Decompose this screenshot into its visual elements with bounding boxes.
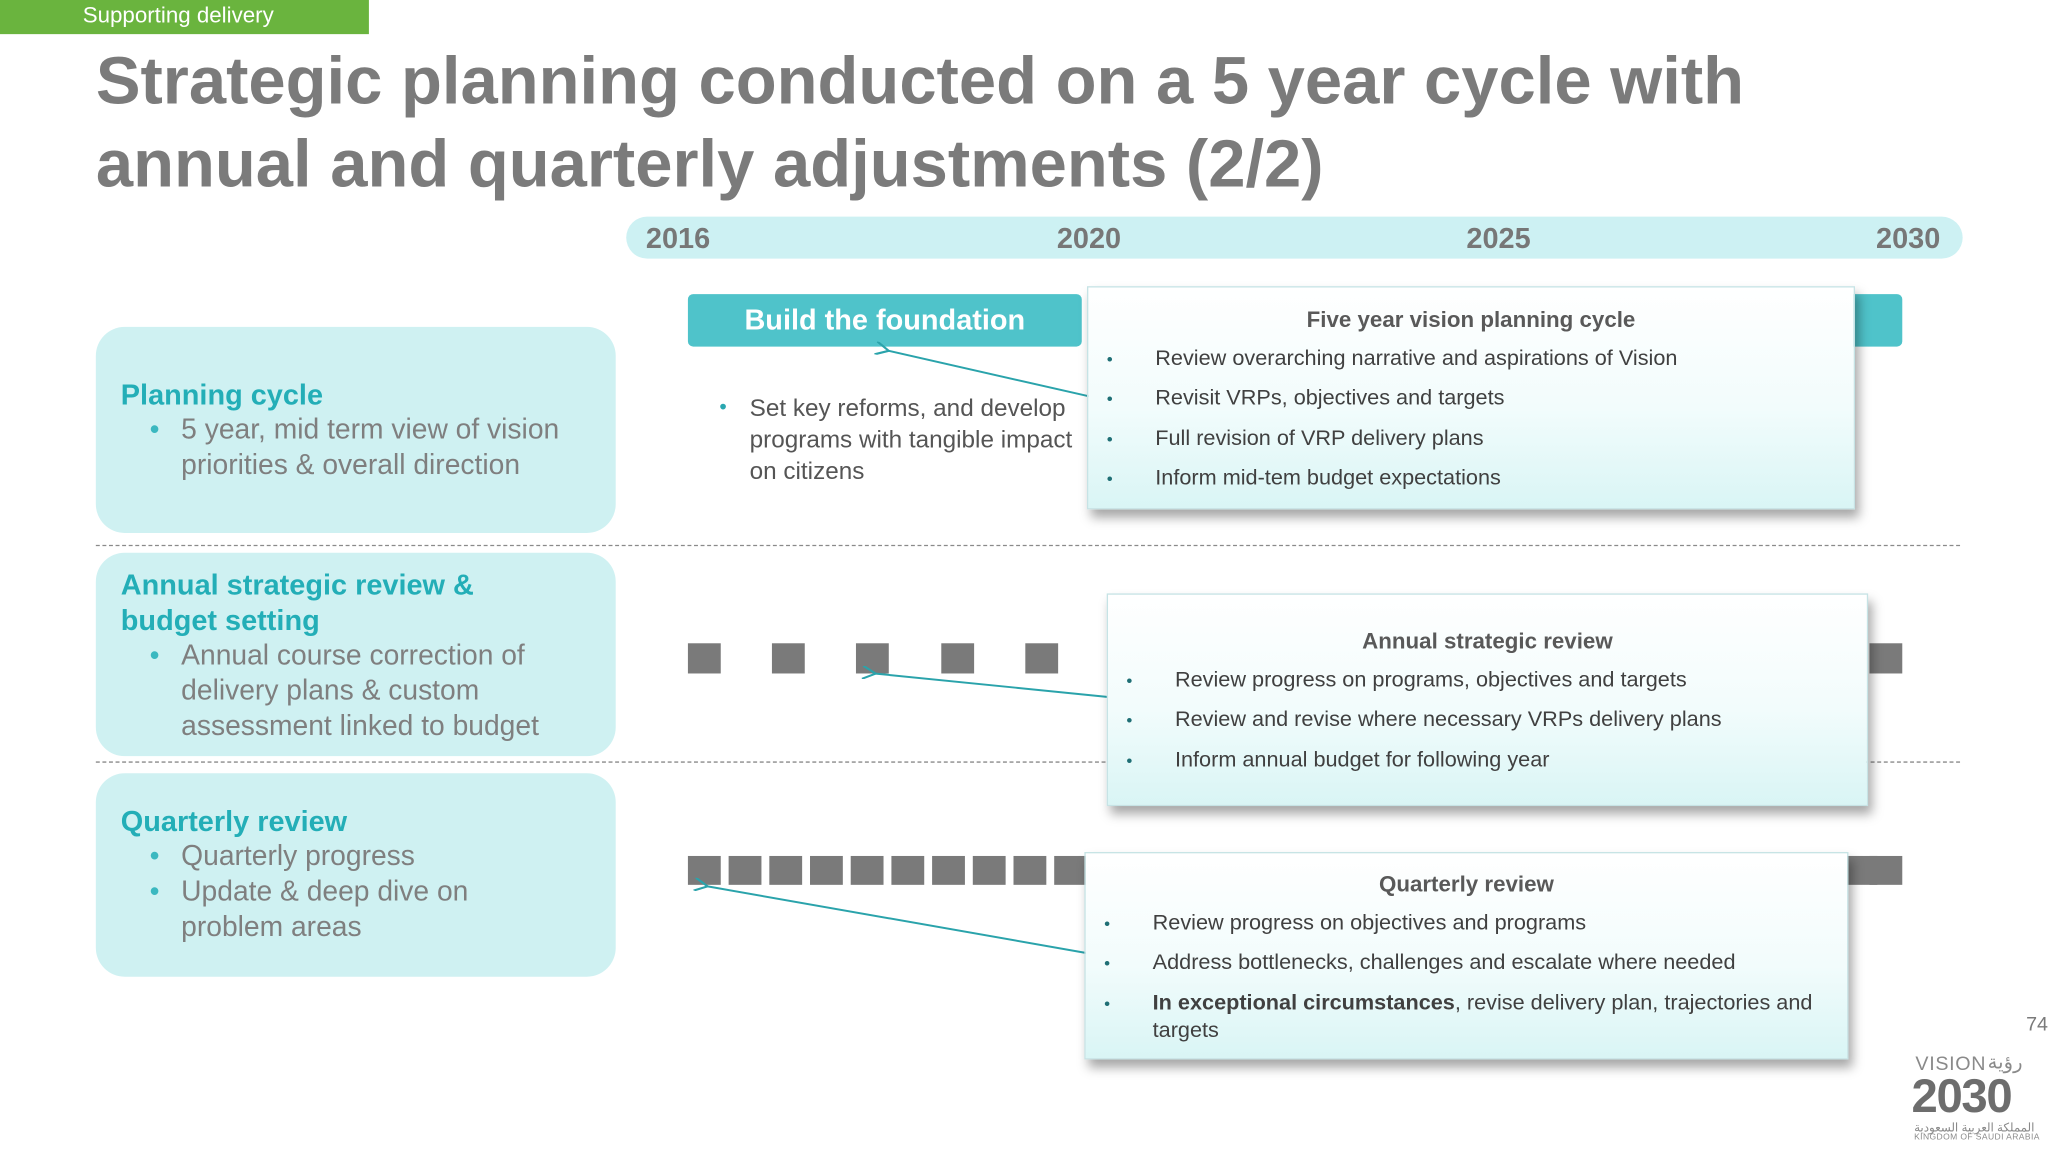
list-item: Full revision of VRP delivery plans <box>1107 425 1842 453</box>
list-item: Update & deep dive on problem areas <box>121 874 554 945</box>
quarterly-arrow <box>706 886 1088 955</box>
year-2030: 2030 <box>1876 221 1941 255</box>
quarterly-marker <box>1054 855 1088 885</box>
quarterly-marker <box>1013 855 1047 885</box>
annual-marker <box>1025 643 1059 674</box>
annual-marker <box>771 643 805 674</box>
year-2016: 2016 <box>645 221 711 255</box>
divider-1 <box>95 544 1961 547</box>
section-tag: Supporting delivery <box>0 0 369 35</box>
annual-review-box: Annual strategic review & budget setting… <box>95 552 616 757</box>
quarterly-marker <box>932 855 965 885</box>
quarterly-marker <box>810 855 843 885</box>
timeline-bar <box>626 216 1963 259</box>
planning-cycle-box: Planning cycle 5 year, mid term view of … <box>95 326 616 534</box>
quarterly-marker <box>891 855 925 885</box>
list-item: Inform annual budget for following year <box>1126 746 1855 774</box>
annual-review-bullets: Annual course correction of delivery pla… <box>121 638 580 744</box>
five-year-arrow <box>887 351 1090 398</box>
list-item: 5 year, mid term view of vision prioriti… <box>121 412 616 483</box>
five-year-card-bullets: Review overarching narrative and aspirat… <box>1107 345 1842 504</box>
build-foundation-bar: Build the foundation <box>687 294 1082 347</box>
annual-marker <box>687 643 721 674</box>
quarterly-review-bullets: Quarterly progress Update & deep dive on… <box>121 839 554 945</box>
quarterly-review-box: Quarterly review Quarterly progress Upda… <box>95 773 616 977</box>
list-item: Address bottlenecks, challenges and esca… <box>1104 950 1833 978</box>
bullet-rest: , revise delivery plan, trajectories and… <box>1152 990 1813 1042</box>
quarterly-card-bullets: Review progress on objectives and progra… <box>1104 910 1833 1057</box>
foundation-bullets: Set key reforms, and develop programs wi… <box>719 393 1073 488</box>
quarterly-marker <box>850 855 884 885</box>
quarterly-marker <box>769 855 803 885</box>
list-item: Review progress on objectives and progra… <box>1104 910 1833 938</box>
planning-cycle-bullets: 5 year, mid term view of vision prioriti… <box>121 412 616 483</box>
logo-kingdom-text: KINGDOM OF SAUDI ARABIA <box>1914 1132 2040 1143</box>
divider-2 <box>95 761 1961 763</box>
quarterly-marker <box>972 855 1006 885</box>
quarterly-marker <box>728 855 762 885</box>
page-title: Strategic planning conducted on a 5 year… <box>96 39 1934 204</box>
year-2020: 2020 <box>1056 221 1122 255</box>
vision-2030-logo: VISION رؤية 2030 المملكة العربية السعودي… <box>1906 1050 2048 1145</box>
quarterly-review-card: Quarterly review Review progress on obje… <box>1084 852 1849 1060</box>
five-year-cycle-card: Five year vision planning cycle Review o… <box>1087 286 1856 510</box>
title-line-1: Strategic planning conducted on a 5 year… <box>95 43 1745 119</box>
list-item: Set key reforms, and develop programs wi… <box>719 393 1073 488</box>
emphasis-text: In exceptional circumstances <box>1152 990 1455 1015</box>
annual-card-bullets: Review progress on programs, objectives … <box>1126 667 1855 786</box>
five-year-card-title: Five year vision planning cycle <box>1306 307 1636 333</box>
year-2025: 2025 <box>1466 221 1531 255</box>
list-item: Review progress on programs, objectives … <box>1126 667 1855 695</box>
page-number: 74 <box>2026 1013 2048 1036</box>
list-item: Review overarching narrative and aspirat… <box>1107 345 1842 373</box>
annual-marker <box>941 643 975 674</box>
list-item: Review and revise where necessary VRPs d… <box>1126 707 1855 735</box>
list-item: Quarterly progress <box>121 839 554 874</box>
annual-review-card: Annual strategic review Review progress … <box>1106 593 1869 807</box>
annual-marker <box>1869 643 1903 674</box>
quarterly-review-heading: Quarterly review <box>120 804 348 838</box>
title-line-2: annual and quarterly adjustments (2/2) <box>95 126 1324 201</box>
annual-card-title: Annual strategic review <box>1362 628 1613 654</box>
list-item: Inform mid-tem budget expectations <box>1107 465 1842 493</box>
quarterly-marker <box>1869 855 1903 885</box>
logo-year: 2030 <box>1911 1068 2012 1123</box>
logo-vision-text: VISION <box>1915 1052 1987 1076</box>
planning-cycle-heading: Planning cycle <box>120 378 324 411</box>
list-item: Revisit VRPs, objectives and targets <box>1107 385 1842 413</box>
quarterly-card-title: Quarterly review <box>1378 871 1554 897</box>
annual-review-heading: Annual strategic review & budget setting <box>120 568 474 637</box>
logo-arabic-kingdom: المملكة العربية السعودية <box>1914 1121 2035 1135</box>
list-item: Annual course correction of delivery pla… <box>121 638 580 744</box>
annual-arrow <box>874 673 1110 699</box>
logo-arabic-vision: رؤية <box>1987 1051 2023 1074</box>
list-item: In exceptional circumstances, revise del… <box>1104 989 1833 1044</box>
